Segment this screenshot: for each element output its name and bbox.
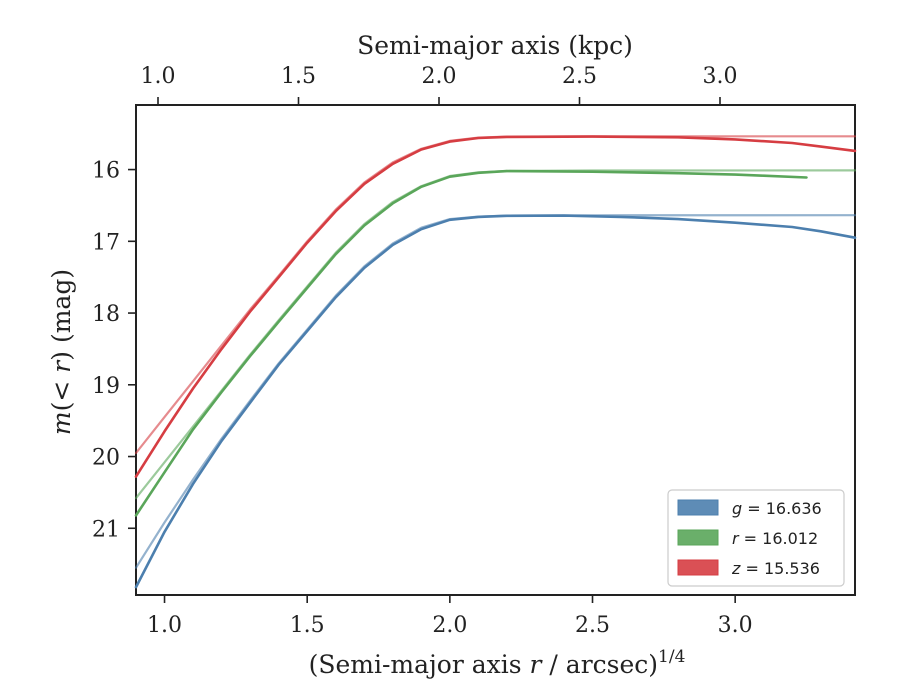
y-axis-title-rest: ) (mag) (47, 269, 76, 361)
top-x-axis-title: Semi-major axis (kpc) (357, 31, 633, 60)
series-z-curve-line (134, 135, 857, 478)
legend-label-g: g = 16.636 (732, 499, 822, 518)
bottom-tick-label: 1.0 (147, 613, 182, 638)
y-tick-label: 16 (92, 159, 120, 184)
x-axis-title: (Semi-major axis r / arcsec)1/4 (309, 647, 686, 679)
top-tick-label: 1.5 (281, 64, 316, 89)
y-tick-label: 19 (92, 374, 120, 399)
top-x-axis: 1.0 1.5 2.0 2.5 3.0 (141, 64, 738, 105)
bottom-tick-label: 2.0 (432, 613, 467, 638)
bottom-tick-label: 3.0 (718, 613, 753, 638)
legend-value: = 16.636 (742, 499, 822, 518)
top-tick-label: 2.0 (422, 64, 457, 89)
y-axis-title-m: m (47, 411, 76, 435)
y-tick-label: 17 (92, 230, 120, 255)
x-axis-title-variable: r (530, 650, 544, 679)
legend-band: g (732, 499, 742, 518)
bottom-x-axis: 1.0 1.5 2.0 2.5 3.0 (147, 595, 753, 638)
plot-frame (135, 104, 856, 596)
y-axis-title-r: r (47, 359, 76, 373)
y-tick-label: 18 (92, 302, 120, 327)
series-g-curve-line (134, 214, 857, 589)
bottom-tick-label: 1.5 (290, 613, 325, 638)
legend-label-r: r = 16.012 (732, 529, 818, 548)
y-axis-title-paren-open: (< (47, 373, 76, 412)
bottom-tick-label: 2.5 (575, 613, 610, 638)
series-r-model-line (134, 169, 857, 500)
top-tick-label: 1.0 (141, 64, 176, 89)
legend-swatch-r (677, 529, 719, 546)
y-axis-title: m(< r) (mag) (47, 269, 76, 435)
x-axis-title-open: (Semi-major axis (309, 650, 530, 679)
series-r-curve-line (134, 169, 808, 517)
legend-value: = 15.536 (740, 559, 820, 578)
series-layer (134, 135, 857, 589)
x-axis-title-superscript: 1/4 (658, 647, 685, 667)
series-z-model-line (134, 135, 857, 455)
y-tick-label: 21 (92, 517, 120, 542)
top-tick-label: 2.5 (562, 64, 597, 89)
legend-swatch-z (677, 559, 719, 576)
legend-swatch-g (677, 499, 719, 516)
y-axis: 16 17 18 19 20 21 (92, 159, 136, 542)
top-tick-label: 3.0 (703, 64, 738, 89)
legend-value: = 16.012 (739, 529, 819, 548)
legend-band: r (732, 529, 740, 548)
x-axis-title-close: / arcsec) (541, 650, 658, 679)
y-tick-label: 20 (92, 446, 120, 471)
legend-band: z (731, 559, 741, 578)
legend-label-z: z = 15.536 (731, 559, 820, 578)
